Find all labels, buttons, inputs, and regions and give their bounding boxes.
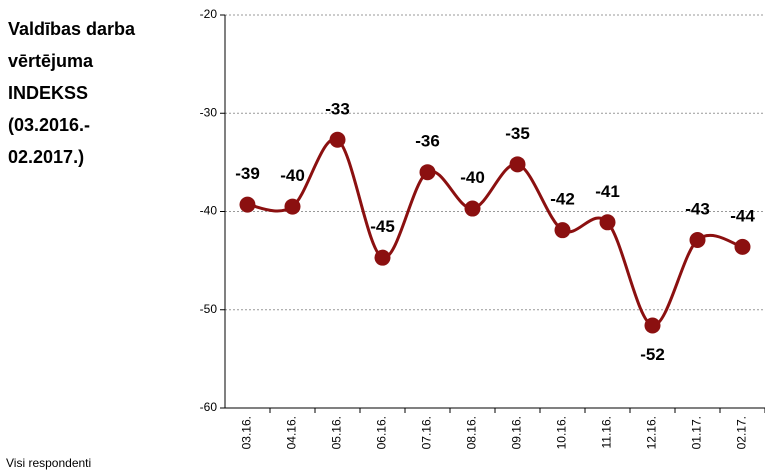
marker <box>374 249 391 266</box>
data-label: -35 <box>505 124 530 143</box>
title-line: INDEKSS <box>8 83 88 103</box>
title-line: (03.2016.- <box>8 115 90 135</box>
marker <box>734 238 751 255</box>
y-tick-label: -40 <box>200 204 218 218</box>
x-tick-label: 11.16. <box>600 416 614 448</box>
footnote: Visi respondenti <box>6 456 91 470</box>
data-label: -33 <box>325 99 350 118</box>
data-label: -39 <box>235 164 260 183</box>
x-tick-label: 01.17. <box>690 416 704 449</box>
line <box>247 137 743 327</box>
data-label: -42 <box>550 190 575 209</box>
x-tick-label: 08.16. <box>465 416 479 449</box>
x-tick-label: 06.16. <box>375 416 389 449</box>
y-tick-label: -30 <box>200 105 218 119</box>
marker <box>239 196 256 213</box>
x-tick-label: 10.16. <box>555 416 569 449</box>
marker <box>509 156 526 173</box>
marker <box>329 131 346 148</box>
data-label: -45 <box>370 217 395 236</box>
data-label: -44 <box>730 206 755 225</box>
marker <box>284 198 301 215</box>
marker <box>464 200 481 217</box>
title-line: vērtējuma <box>8 51 94 71</box>
data-label: -40 <box>460 168 485 187</box>
title-line: Valdības darba <box>8 19 136 39</box>
marker <box>689 231 706 248</box>
data-label: -43 <box>685 199 710 218</box>
x-tick-label: 07.16. <box>420 416 434 449</box>
marker <box>599 214 616 231</box>
title-line: 02.2017.) <box>8 147 84 167</box>
marker <box>554 222 571 239</box>
x-tick-label: 03.16. <box>240 416 254 449</box>
x-tick-label: 05.16. <box>330 416 344 449</box>
data-label: -40 <box>280 166 305 185</box>
marker <box>644 317 661 334</box>
x-tick-label: 12.16. <box>645 416 659 449</box>
y-tick-label: -60 <box>200 400 218 414</box>
x-tick-label: 09.16. <box>510 416 524 449</box>
y-tick-label: -50 <box>200 302 218 316</box>
x-tick-label: 02.17. <box>735 416 749 449</box>
data-label: -41 <box>595 182 620 201</box>
chart-title: Valdības darba vērtējuma INDEKSS (03.2016.-… <box>8 19 136 167</box>
marker <box>419 164 436 181</box>
y-tick-label: -20 <box>200 7 218 21</box>
x-tick-label: 04.16. <box>285 416 299 449</box>
data-label: -36 <box>415 132 440 151</box>
data-label: -52 <box>640 345 665 364</box>
